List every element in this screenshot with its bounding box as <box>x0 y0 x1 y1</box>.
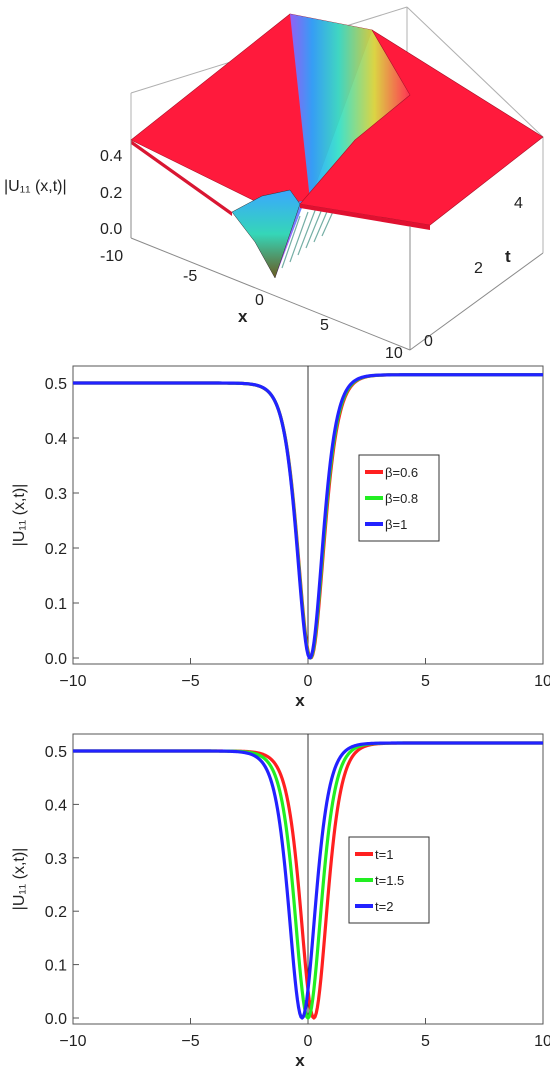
y-axis-label: |U₁₁ (x,t)| <box>11 484 28 547</box>
legend-entry: t=2 <box>375 899 393 914</box>
series-line <box>72 373 544 660</box>
legend-entry: β=0.6 <box>385 465 418 480</box>
surface-plot-panel: 0.4 0.2 0.0 |U₁₁ (x,t)| -10 -5 0 5 10 x … <box>4 6 544 362</box>
y-tick-label: 0.4 <box>45 797 67 814</box>
x-tick-label: 10 <box>534 673 550 690</box>
legend: β=0.6 β=0.8 β=1 <box>358 454 440 542</box>
y-tick-label: 0.3 <box>45 486 67 503</box>
x-axis-label: x <box>295 691 305 710</box>
z-tick-label: 0.0 <box>100 221 122 238</box>
x-tick-label: −5 <box>181 1033 199 1050</box>
surface-dip-wall <box>231 189 301 279</box>
x-axis-ticks: -10 -5 0 5 10 <box>100 248 403 362</box>
x-tick-label: 5 <box>421 673 430 690</box>
surface-left-front <box>131 140 232 216</box>
legend-entry: β=1 <box>385 517 407 532</box>
x-tick-label: −10 <box>59 673 86 690</box>
z-axis-ticks: 0.4 0.2 0.0 <box>100 148 122 238</box>
x-tick-label: 10 <box>534 1033 550 1050</box>
x-tick-label: 0 <box>304 1033 313 1050</box>
z-axis-label: |U₁₁ (x,t)| <box>4 178 67 195</box>
x-tick-label: −5 <box>181 673 199 690</box>
y-tick-label: 0.5 <box>45 376 67 393</box>
x-tick-label: 10 <box>385 345 403 362</box>
surface-right-front <box>300 204 430 230</box>
legend-entry: t=1.5 <box>375 873 404 888</box>
y-tick-label: 0.0 <box>45 1011 67 1028</box>
z-tick-label: 0.2 <box>100 185 122 202</box>
t-tick-label: 0 <box>424 333 433 350</box>
line-plot-t-panel: −10 −5 0 5 10 0.0 0.1 0.2 0.3 0.4 0.5 x |U₁₁ (x,t)| t… <box>11 733 550 1070</box>
x-axis-label: x <box>295 1051 305 1070</box>
line-plot-beta-panel: −10 −5 0 5 10 0.0 0.1 0.2 0.3 0.4 0.5 x |U₁₁ (x,t)| β… <box>11 365 550 710</box>
x-tick-label: 0 <box>255 292 264 309</box>
y-axis-label: |U₁₁ (x,t)| <box>11 848 28 911</box>
y-tick-label: 0.2 <box>45 541 67 558</box>
x-tick-label: -10 <box>100 248 123 265</box>
series-line <box>72 741 544 1020</box>
x-tick-label: −10 <box>59 1033 86 1050</box>
t-tick-label: 4 <box>514 195 523 212</box>
y-tick-label: 0.0 <box>45 651 67 668</box>
y-tick-label: 0.4 <box>45 431 67 448</box>
x-axis-label: x <box>238 307 248 326</box>
y-tick-label: 0.3 <box>45 851 67 868</box>
y-tick-label: 0.1 <box>45 596 67 613</box>
y-tick-label: 0.1 <box>45 958 67 975</box>
legend: t=1 t=1.5 t=2 <box>348 836 430 924</box>
y-tick-label: 0.5 <box>45 744 67 761</box>
legend-entry: β=0.8 <box>385 491 418 506</box>
bounding-box-front <box>130 140 544 351</box>
t-axis-ticks: 0 2 4 <box>424 195 523 350</box>
t-axis-label: t <box>505 247 511 266</box>
x-tick-label: 5 <box>320 317 329 334</box>
legend-entry: t=1 <box>375 847 393 862</box>
x-tick-label: 5 <box>421 1033 430 1050</box>
x-tick-label: 0 <box>304 673 313 690</box>
x-tick-label: -5 <box>183 268 197 285</box>
y-tick-label: 0.2 <box>45 904 67 921</box>
t-tick-label: 2 <box>474 260 483 277</box>
z-tick-label: 0.4 <box>100 148 122 165</box>
